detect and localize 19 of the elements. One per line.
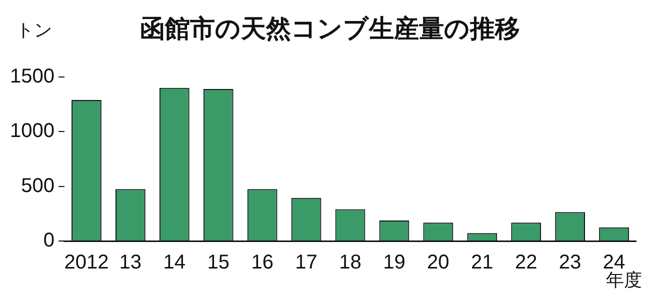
x-tick-label: 14 <box>163 252 186 274</box>
x-tick-label: 23 <box>558 252 582 274</box>
x-tick-label: 15 <box>207 252 230 274</box>
y-tick-label: 0 <box>43 230 54 252</box>
y-axis-title: トン <box>16 19 52 42</box>
x-tick-label: 19 <box>383 252 406 274</box>
y-tick-label: 1500 <box>10 66 54 88</box>
x-tick-label: 2012 <box>64 252 109 274</box>
chart-title: 函館市の天然コンブ生産量の推移 <box>139 14 521 45</box>
y-tick-label: 500 <box>21 174 54 197</box>
x-axis-title: 年度 <box>606 269 642 292</box>
x-tick-label: 20 <box>427 252 450 274</box>
y-tick-label: 1000 <box>10 120 54 142</box>
x-tick-label: 13 <box>119 252 142 274</box>
x-tick-label: 16 <box>251 252 274 274</box>
x-tick-label: 18 <box>339 252 362 274</box>
x-tick-label: 17 <box>295 252 318 274</box>
x-tick-label: 21 <box>471 252 494 274</box>
x-tick-label: 22 <box>514 252 538 274</box>
